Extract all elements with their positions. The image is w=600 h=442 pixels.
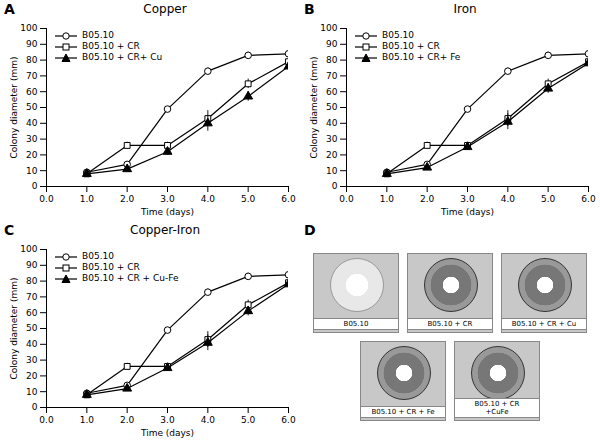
svg-text:30: 30 [26,134,38,144]
svg-text:0: 0 [32,181,38,191]
html-text:B05.10 + CR + Fe: B05.10 + CR + Fe [371,408,435,416]
svg-text:10: 10 [26,166,38,176]
html-text:B: B [304,1,315,17]
html-text:B05.10: B05.10 [382,30,414,40]
html-text:B05.10 + CR+ Fe: B05.10 + CR+ Fe [382,52,461,62]
svg-text:0.0: 0.0 [39,415,54,425]
svg-text:0: 0 [32,402,38,412]
svg-text:20: 20 [26,371,38,381]
svg-text:1.0: 1.0 [380,194,395,204]
svg-text:40: 40 [26,339,38,349]
svg-text:70: 70 [326,71,338,81]
svg-text:5.0: 5.0 [541,194,556,204]
html-text:B05.10 + CR+ Cu: B05.10 + CR+ Cu [82,52,163,62]
svg-text:4.0: 4.0 [201,415,216,425]
svg-text:90: 90 [326,39,338,49]
svg-text:70: 70 [26,292,38,302]
svg-text:10: 10 [26,387,38,397]
svg-text:100: 100 [320,23,337,33]
svg-text:10: 10 [326,166,338,176]
html-text:B05.10 + CR + Cu-Fe: B05.10 + CR + Cu-Fe [82,273,179,283]
html-text:Iron: Iron [453,2,477,16]
html-text:B05.10 + CR + Cu: B05.10 + CR + Cu [511,320,577,328]
svg-text:50: 50 [26,323,38,333]
svg-text:0.0: 0.0 [339,194,354,204]
svg-text:60: 60 [26,308,38,318]
svg-text:20: 20 [326,150,338,160]
svg-text:90: 90 [26,260,38,270]
svg-text:80: 80 [26,276,38,286]
svg-text:1.0: 1.0 [80,415,95,425]
html-text:Copper-Iron: Copper-Iron [130,223,200,237]
html-text:D: D [304,222,316,238]
html-text:C: C [4,222,15,238]
svg-text:30: 30 [326,134,338,144]
svg-text:60: 60 [326,87,338,97]
html-text:B05.10 + CR: B05.10 + CR [427,320,473,328]
svg-text:100: 100 [20,23,37,33]
svg-text:Time (days): Time (days) [440,207,494,217]
svg-text:Colony diameter (mm): Colony diameter (mm) [9,57,19,159]
html-text:B05.10 + CR: B05.10 + CR [82,41,140,51]
html-text:B05.10 + CR: B05.10 + CR [82,262,140,272]
svg-text:1.0: 1.0 [80,194,95,204]
svg-text:Time (days): Time (days) [140,207,194,217]
svg-text:5.0: 5.0 [241,415,256,425]
svg-text:Time (days): Time (days) [140,428,194,438]
svg-text:6.0: 6.0 [581,194,596,204]
svg-text:50: 50 [26,102,38,112]
html-text:B05.10: B05.10 [82,30,114,40]
svg-text:2.0: 2.0 [120,415,135,425]
svg-text:80: 80 [26,55,38,65]
svg-text:3.0: 3.0 [160,415,175,425]
html-text:B05.10 + CR +CuFe: B05.10 + CR +CuFe [474,400,520,416]
html-text:A: A [4,1,15,17]
html-text:Copper: Copper [143,2,187,16]
svg-text:100: 100 [20,244,37,254]
svg-text:2.0: 2.0 [120,194,135,204]
svg-text:Colony diameter (mm): Colony diameter (mm) [309,57,319,159]
svg-text:40: 40 [26,118,38,128]
svg-text:40: 40 [326,118,338,128]
html-text:B05.10 + CR: B05.10 + CR [382,41,440,51]
svg-text:3.0: 3.0 [160,194,175,204]
svg-text:4.0: 4.0 [501,194,516,204]
svg-text:6.0: 6.0 [281,415,296,425]
html-text:B05.10: B05.10 [343,320,369,328]
svg-text:20: 20 [26,150,38,160]
svg-text:Colony diameter (mm): Colony diameter (mm) [9,278,19,380]
svg-text:70: 70 [26,71,38,81]
html-text:B05.10: B05.10 [82,251,114,261]
svg-text:2.0: 2.0 [420,194,435,204]
svg-text:4.0: 4.0 [201,194,216,204]
svg-text:5.0: 5.0 [241,194,256,204]
svg-text:80: 80 [326,55,338,65]
svg-text:0: 0 [332,181,338,191]
svg-text:30: 30 [26,355,38,365]
svg-text:60: 60 [26,87,38,97]
svg-text:6.0: 6.0 [281,194,296,204]
svg-text:50: 50 [326,102,338,112]
svg-text:0.0: 0.0 [39,194,54,204]
svg-text:3.0: 3.0 [460,194,475,204]
svg-text:90: 90 [26,39,38,49]
